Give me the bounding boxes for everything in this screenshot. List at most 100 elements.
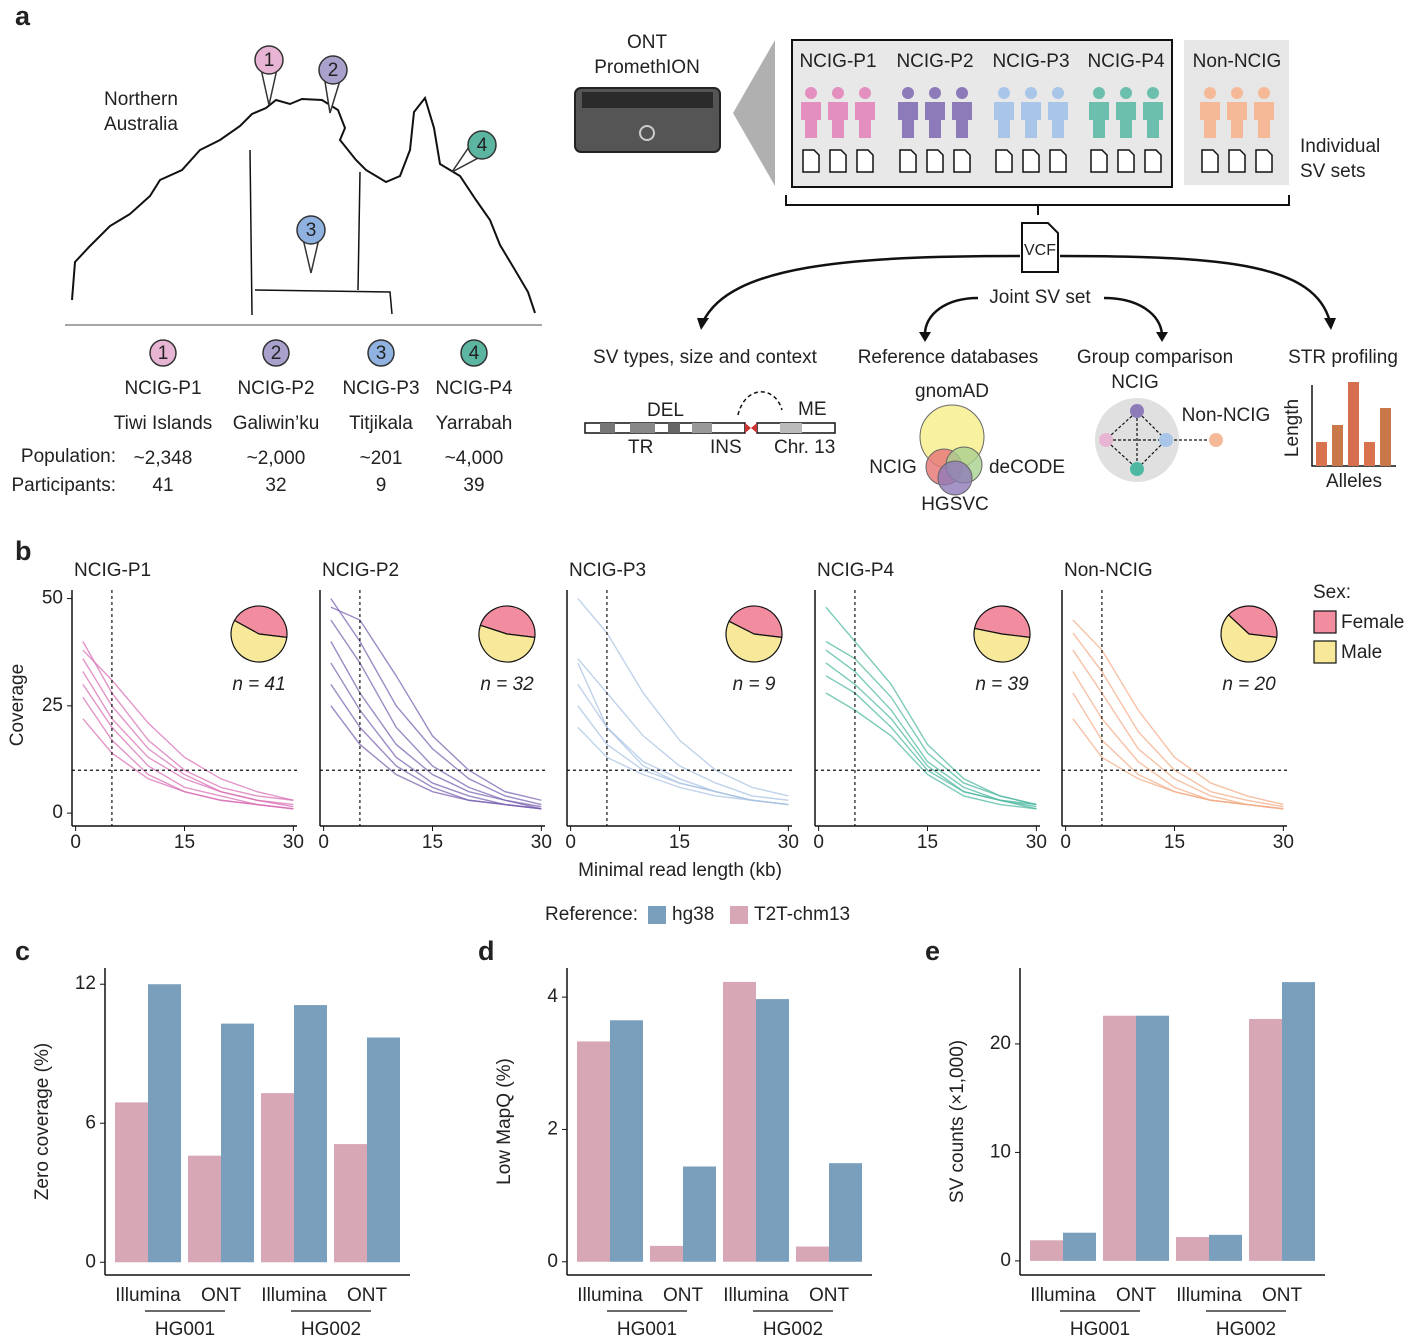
sv-label: DEL [647,400,684,421]
y-tick-label: 0 [547,1251,558,1272]
row-label: Population: [21,446,116,467]
legend-swatch [730,906,748,924]
arrow [1103,296,1164,335]
person-body [1116,102,1136,138]
pie-slice [728,605,783,639]
coastline [71,95,536,314]
panel-title: NCIG-P1 [74,560,151,581]
x-tick-label: 0 [1060,832,1071,853]
person-body [1089,102,1109,138]
node [1159,433,1173,447]
person-head [805,87,817,99]
analysis-label: SV types, size and context [593,347,818,368]
venn-label: deCODE [989,457,1065,478]
x-tick-label: 15 [669,832,690,853]
x-tick-label: Illumina [261,1285,327,1306]
y-tick-label: 10 [990,1141,1011,1162]
x-tick-label: ONT [347,1285,388,1306]
file-icon [1022,149,1040,173]
bar [756,999,789,1262]
pie-slice [233,605,288,639]
str-bar [1380,408,1391,466]
legend-swatch [1313,640,1337,664]
str-icon [1311,382,1396,467]
file-icon [1201,149,1219,173]
y-tick-label: 20 [990,1033,1011,1054]
site-participants: 32 [265,475,286,496]
coverage-line [825,640,1037,806]
site-place: Titjikala [349,413,413,434]
person-body [952,102,972,138]
person-body [1048,102,1068,138]
bar [577,1041,610,1262]
label-bg [978,286,1103,310]
site-population: ~2,348 [134,448,193,469]
sequencer-label: ONT [627,32,668,53]
map-label: Australia [104,114,178,135]
person-body [1254,102,1274,138]
site-participants: 39 [463,475,484,496]
y-axis-label: SV counts (×1,000) [947,1040,968,1203]
sv-label: TR [628,437,653,458]
group-label: HG001 [155,1319,215,1340]
coverage-line [1072,632,1284,808]
pie-slice [1220,614,1278,663]
file-icon [926,149,944,173]
file-icon [802,149,820,173]
legend-label: hg38 [672,904,714,925]
pin [467,130,497,160]
panel-title: NCIG-P3 [569,560,646,581]
pie-slice [973,627,1031,663]
group-label: HG001 [1070,1319,1130,1340]
y-axis-label: Low MapQ (%) [494,1058,515,1185]
coverage-line [1072,718,1284,810]
coverage-line [825,675,1037,810]
x-tick-label: 30 [778,832,799,853]
group-label: HG001 [617,1319,677,1340]
y-axis-label: Coverage [7,664,28,746]
state-borders [249,149,393,316]
analysis-label: STR profiling [1288,347,1398,368]
coverage-line [577,684,789,806]
node [1209,433,1223,447]
centromere [745,423,757,433]
site-group: NCIG-P4 [435,378,513,399]
site-group: NCIG-P3 [342,378,419,399]
x-tick-label: 15 [917,832,938,853]
str-bar [1316,442,1327,466]
str-axis-label: Length [1282,399,1303,457]
person-head [1147,87,1159,99]
coverage-line [82,649,294,801]
file-icon [829,149,847,173]
x-tick-label: 0 [70,832,81,853]
file-icon [1255,149,1273,173]
x-tick-label: ONT [809,1285,850,1306]
file-icon [953,149,971,173]
band [630,423,655,433]
group-label: NCIG-P4 [1087,51,1165,72]
band [600,423,615,433]
sv-sets-label: SV sets [1300,161,1365,182]
edges [1110,415,1208,465]
x-tick-label: 0 [565,832,576,853]
file-icon [899,149,917,173]
site-badge [367,339,395,367]
sv-label: Chr. 13 [774,437,835,458]
x-tick-label: Illumina [577,1285,643,1306]
analysis-label: Group comparison [1077,347,1233,368]
pin-number: 4 [477,135,488,156]
person-body [828,102,848,138]
person-head [1120,87,1132,99]
x-tick-label: Illumina [723,1285,789,1306]
panel-title: NCIG-P2 [322,560,399,581]
x-tick-label: ONT [201,1285,242,1306]
sequencer-top [582,92,713,108]
arrows [701,254,1332,335]
panel-title: NCIG-P4 [817,560,895,581]
bar [1249,1018,1282,1261]
sample-size: n = 41 [232,674,285,695]
coverage-line [82,718,294,810]
pie-slice [478,624,536,663]
x-tick-label: ONT [1262,1285,1303,1306]
person-head [902,87,914,99]
